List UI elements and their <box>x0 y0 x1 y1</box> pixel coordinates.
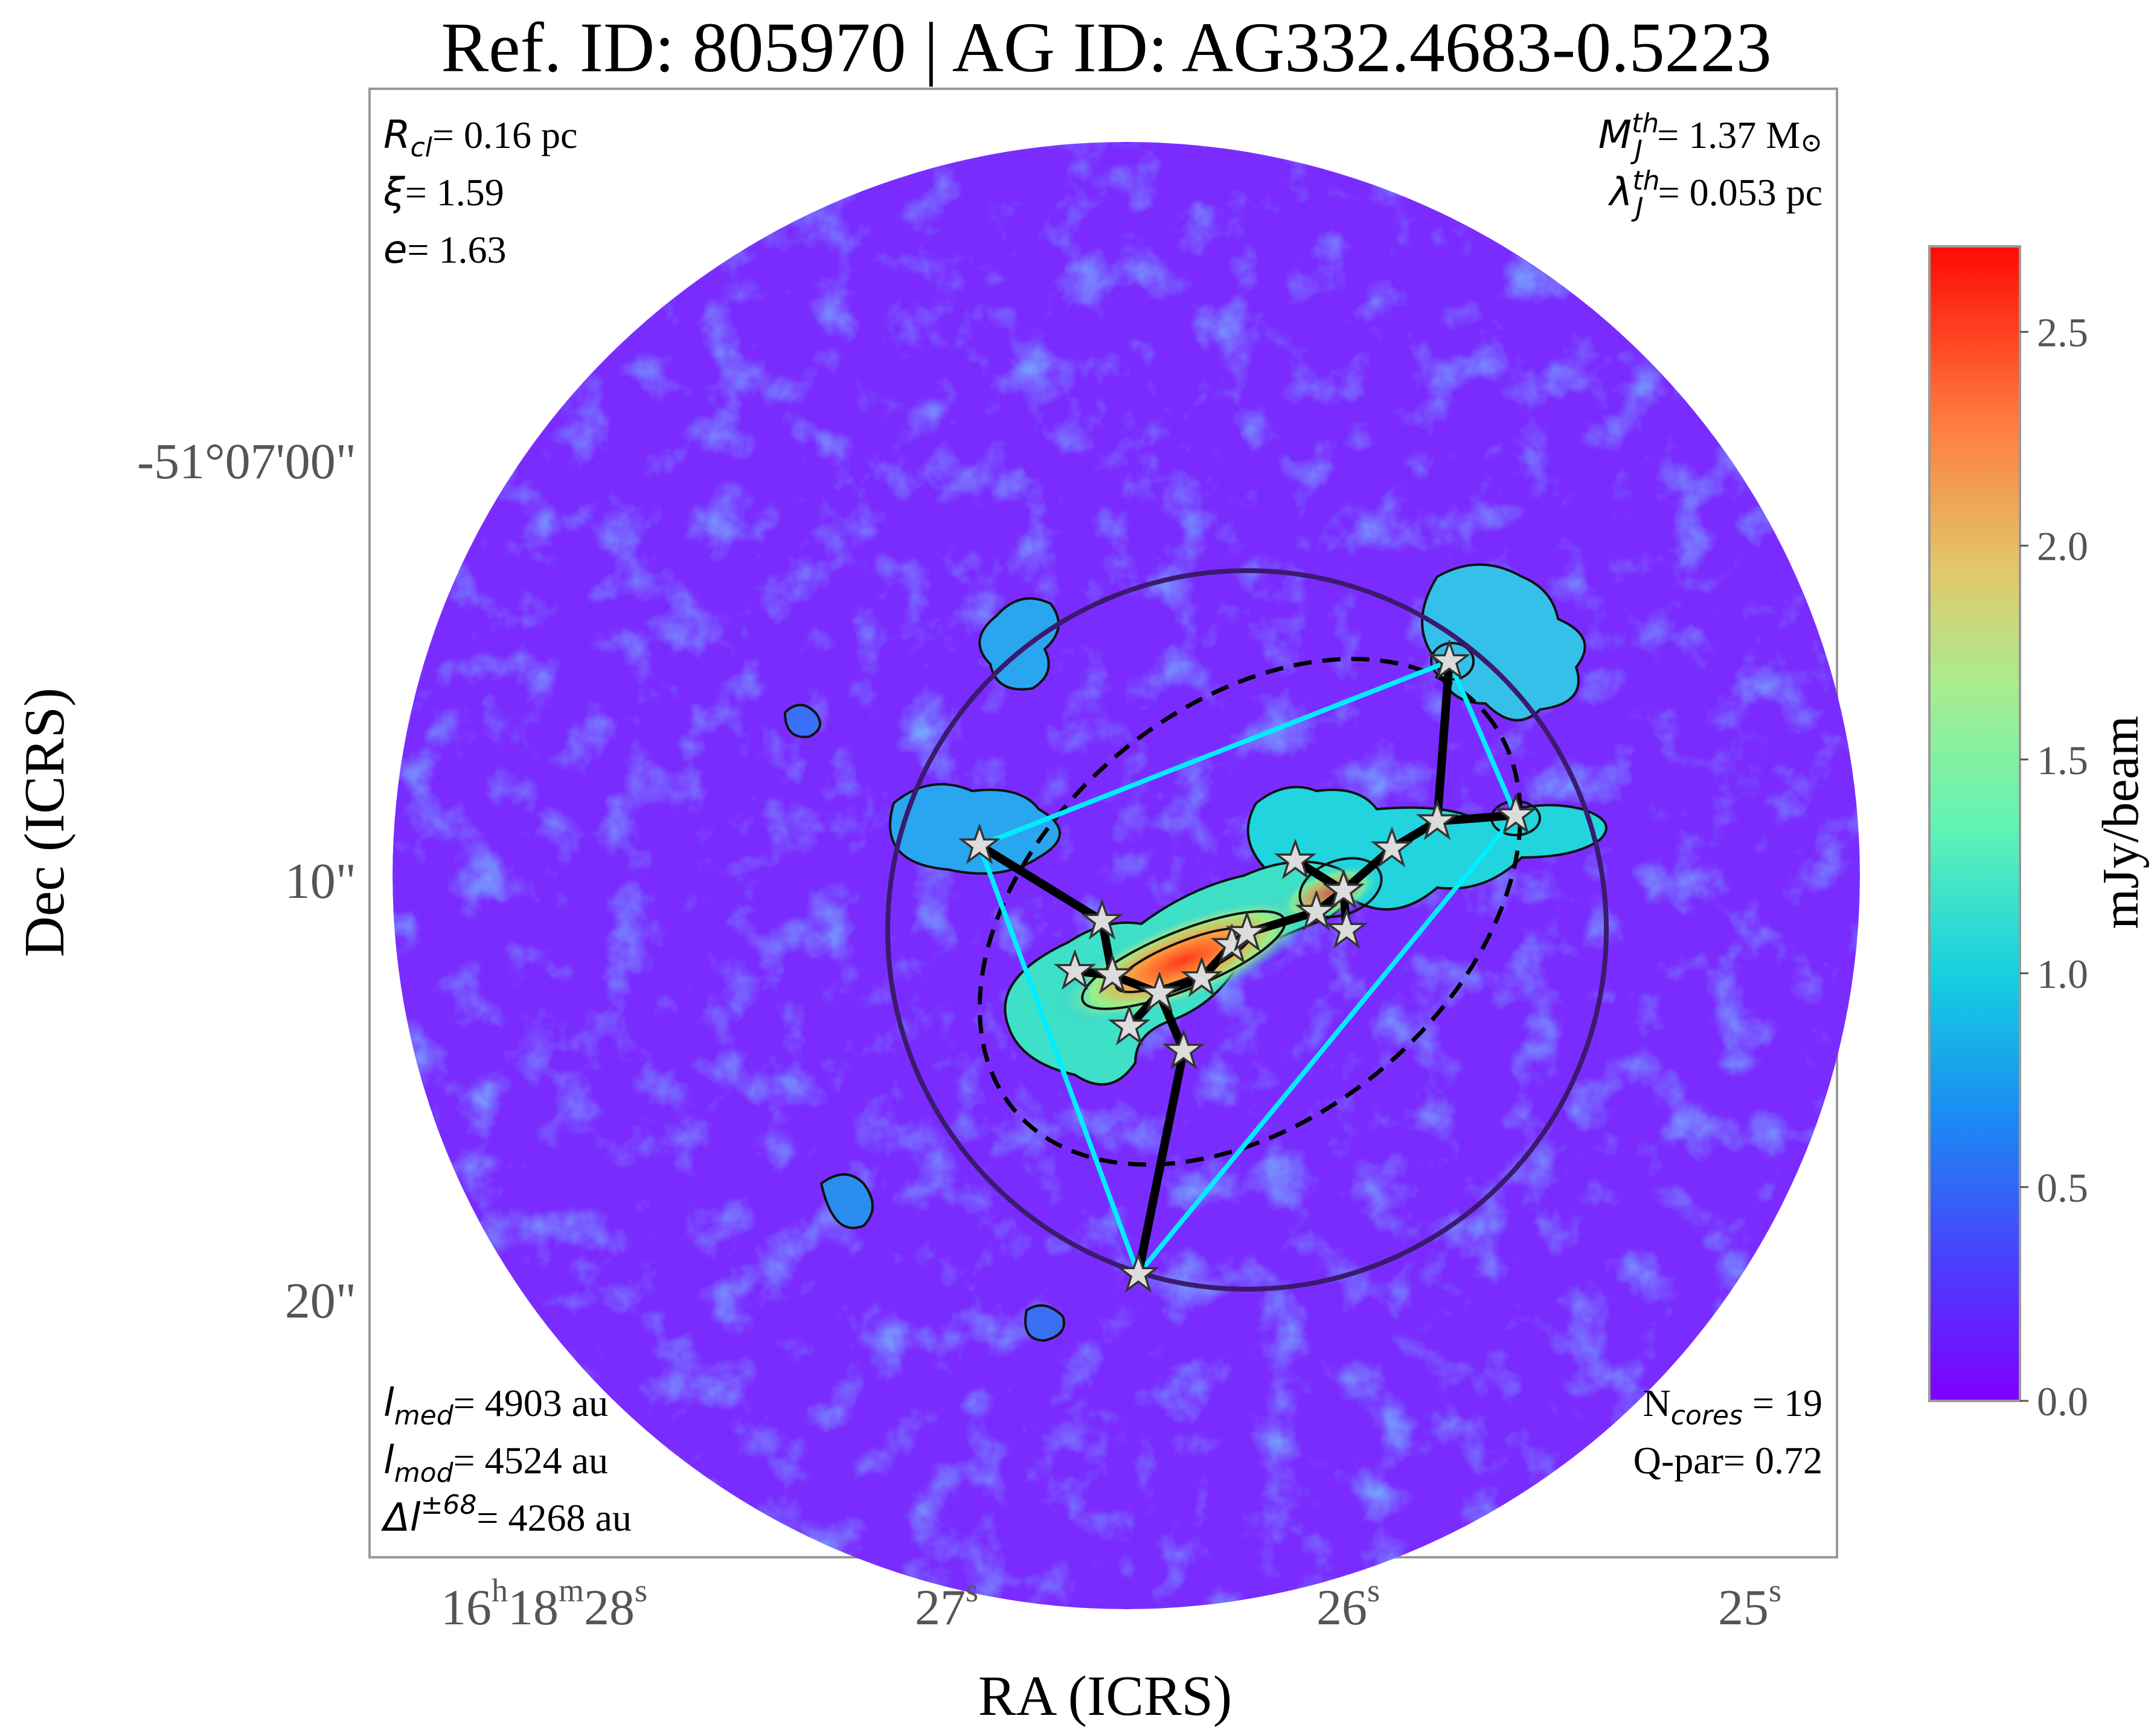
annotation-e: e= 1.63 <box>383 228 506 272</box>
annotation-lj: λth J = 0.053 pc <box>1608 165 1823 223</box>
annotation-rcl: Rcl= 0.16 pc <box>383 113 577 163</box>
colorbar-tick-label: 0.0 <box>2037 1379 2088 1424</box>
colorbar-tick-label: 1.0 <box>2037 951 2088 997</box>
annotation-ncores: Ncores = 19 <box>1643 1382 1822 1431</box>
annotation-xi: ξ= 1.59 <box>383 170 504 215</box>
annotation-dl: Δl±68= 4268 au <box>380 1490 632 1540</box>
figure-title: Ref. ID: 805970 | AG ID: AG332.4683-0.52… <box>441 8 1771 87</box>
colorbar: 0.0 0.5 1.0 1.5 2.0 2.5 mJy/beam <box>1928 245 2149 1424</box>
annotation-lmed: lmed= 4903 au <box>383 1381 608 1431</box>
x-tick-label: 27s <box>915 1572 978 1636</box>
annotation-mj: Mth J = 1.37 M⊙ <box>1598 108 1822 165</box>
colorbar-ticks: 0.0 0.5 1.0 1.5 2.0 2.5 <box>2020 310 2088 1424</box>
clump-ellipse <box>977 656 1523 1167</box>
colorbar-tick-label: 2.5 <box>2037 310 2088 356</box>
colorbar-label: mJy/beam <box>2091 716 2149 929</box>
colorbar-tick-label: 2.0 <box>2037 524 2088 569</box>
x-tick-label: 26s <box>1316 1572 1380 1636</box>
y-tick-label: 10" <box>285 853 356 909</box>
continuum-map <box>393 142 1860 1609</box>
x-axis-label: RA (ICRS) <box>978 1665 1232 1728</box>
y-tick-label: 20" <box>285 1273 356 1329</box>
y-tick-label: -51°07'00" <box>137 434 356 490</box>
x-tick-label: 16h18m28s <box>441 1572 647 1636</box>
colorbar-tick-label: 0.5 <box>2037 1165 2088 1211</box>
annotation-lmod: lmod= 4524 au <box>383 1438 608 1488</box>
clump-circle <box>885 568 1609 1292</box>
colorbar-gradient <box>1928 245 2021 1402</box>
annotation-qpar: Q-par= 0.72 <box>1633 1439 1822 1482</box>
y-axis-label: Dec (ICRS) <box>13 688 76 957</box>
colorbar-tick-label: 1.5 <box>2037 737 2088 783</box>
x-tick-label: 25s <box>1718 1572 1781 1636</box>
